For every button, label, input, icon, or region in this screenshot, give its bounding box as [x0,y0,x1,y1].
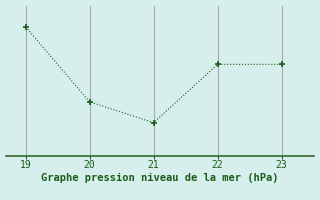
X-axis label: Graphe pression niveau de la mer (hPa): Graphe pression niveau de la mer (hPa) [41,173,279,183]
